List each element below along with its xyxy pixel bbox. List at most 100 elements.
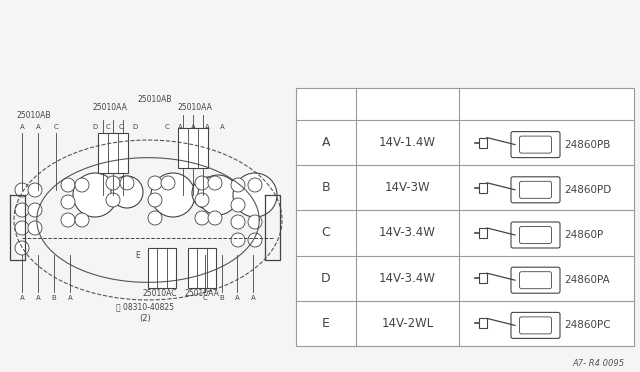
Bar [98,133,128,173]
Text: A: A [235,295,239,301]
Text: A: A [251,295,255,301]
Text: 25010AB: 25010AB [17,110,51,119]
Circle shape [106,193,120,207]
Text: 24860PC: 24860PC [564,320,611,330]
Circle shape [248,215,262,229]
Text: B: B [52,295,56,301]
Bar [148,248,176,288]
Text: A: A [322,136,330,149]
Circle shape [233,173,277,217]
Circle shape [15,183,29,197]
Text: A: A [36,295,40,301]
Circle shape [61,195,75,209]
Text: C: C [54,124,58,130]
Circle shape [28,203,42,217]
Circle shape [75,213,89,227]
Text: A: A [36,124,40,130]
Text: C: C [203,295,207,301]
FancyBboxPatch shape [520,181,552,198]
Circle shape [231,233,245,247]
Circle shape [151,173,195,217]
Text: D: D [92,124,98,130]
Text: A: A [20,124,24,130]
Circle shape [208,176,222,190]
Text: A: A [68,295,72,301]
Circle shape [195,176,209,190]
Bar [296,88,634,346]
Bar [178,128,208,168]
Text: E: E [136,250,140,260]
Text: D: D [132,124,138,130]
Circle shape [15,241,29,255]
Text: A: A [191,124,195,130]
Circle shape [231,215,245,229]
Circle shape [195,211,209,225]
Text: 25010AA: 25010AA [93,103,127,112]
Circle shape [208,211,222,225]
Bar [188,248,216,288]
Circle shape [15,221,29,235]
Text: C: C [118,124,124,130]
Text: 25010AB: 25010AB [138,96,172,105]
Text: 25010AA: 25010AA [184,289,220,298]
FancyBboxPatch shape [511,177,560,203]
Bar [479,228,487,238]
Circle shape [161,176,175,190]
Circle shape [75,178,89,192]
Text: 25010AC: 25010AC [143,289,177,298]
Circle shape [248,233,262,247]
Bar [479,138,487,148]
Text: A: A [205,124,209,130]
Circle shape [120,176,134,190]
Circle shape [15,203,29,217]
Text: 25010AA: 25010AA [177,103,212,112]
Circle shape [231,178,245,192]
Circle shape [111,176,143,208]
Text: 14V-3.4W: 14V-3.4W [379,272,436,285]
Circle shape [192,177,224,209]
Circle shape [148,176,162,190]
Circle shape [61,178,75,192]
Text: 24860PA: 24860PA [564,275,610,285]
FancyBboxPatch shape [520,136,552,153]
Text: 14V-2WL: 14V-2WL [381,317,434,330]
Text: 14V-3W: 14V-3W [385,181,430,194]
Bar [479,273,487,283]
Text: D: D [321,272,331,285]
FancyBboxPatch shape [511,312,560,339]
Text: 14V-3.4W: 14V-3.4W [379,227,436,240]
FancyBboxPatch shape [520,317,552,334]
Text: 24860PB: 24860PB [564,140,611,150]
Circle shape [198,175,238,215]
FancyBboxPatch shape [511,267,560,293]
Text: 24860PD: 24860PD [564,185,611,195]
FancyBboxPatch shape [511,132,560,158]
Text: E: E [322,317,330,330]
Text: C: C [164,124,170,130]
Text: (2): (2) [139,314,151,323]
Text: A: A [20,295,24,301]
Circle shape [248,178,262,192]
Circle shape [195,193,209,207]
Circle shape [106,176,120,190]
Text: C: C [106,124,110,130]
Circle shape [148,193,162,207]
Circle shape [73,173,117,217]
Text: C: C [322,227,330,240]
Circle shape [148,211,162,225]
Circle shape [28,183,42,197]
Text: B: B [322,181,330,194]
Bar [479,183,487,193]
Text: A7- R4 0095: A7- R4 0095 [573,359,625,368]
Text: A: A [178,124,182,130]
Circle shape [231,198,245,212]
Bar [479,318,487,328]
FancyBboxPatch shape [511,222,560,248]
Text: B: B [220,295,225,301]
Text: 14V-1.4W: 14V-1.4W [379,136,436,149]
FancyBboxPatch shape [520,227,552,244]
FancyBboxPatch shape [520,272,552,289]
Circle shape [28,221,42,235]
Text: A: A [220,124,225,130]
Text: Ⓜ 08310-40825: Ⓜ 08310-40825 [116,302,174,311]
